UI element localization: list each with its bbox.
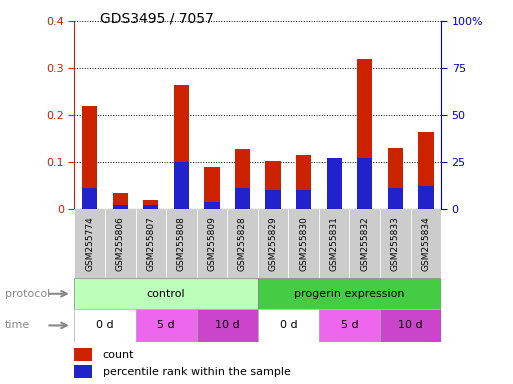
Bar	[418, 132, 433, 209]
Bar	[74, 209, 105, 278]
Bar	[319, 209, 349, 278]
Bar	[288, 209, 319, 278]
Bar	[74, 309, 135, 342]
Bar	[235, 149, 250, 209]
Text: protocol: protocol	[5, 289, 50, 299]
Text: control: control	[147, 289, 185, 299]
Text: 5 d: 5 d	[341, 320, 358, 331]
Bar	[388, 148, 403, 209]
Text: GSM255806: GSM255806	[116, 217, 125, 271]
Text: 10 d: 10 d	[398, 320, 423, 331]
Text: GSM255807: GSM255807	[146, 217, 155, 271]
Bar	[74, 278, 258, 309]
Bar	[174, 162, 189, 209]
Text: 5 d: 5 d	[157, 320, 175, 331]
Bar	[319, 309, 380, 342]
Bar	[265, 190, 281, 209]
Text: percentile rank within the sample: percentile rank within the sample	[103, 367, 290, 377]
Text: GDS3495 / 7057: GDS3495 / 7057	[100, 12, 214, 25]
Bar	[82, 188, 97, 209]
Bar	[258, 278, 441, 309]
Bar	[380, 309, 441, 342]
Bar	[410, 209, 441, 278]
Text: GSM255832: GSM255832	[360, 217, 369, 271]
Bar	[166, 209, 196, 278]
Bar	[112, 205, 128, 209]
Bar	[349, 209, 380, 278]
Bar	[258, 209, 288, 278]
Bar	[143, 200, 159, 209]
Bar	[357, 157, 372, 209]
Bar	[112, 193, 128, 209]
Bar	[204, 167, 220, 209]
Text: GSM255808: GSM255808	[177, 217, 186, 271]
Text: time: time	[5, 320, 30, 331]
Bar	[174, 84, 189, 209]
Text: 0 d: 0 d	[280, 320, 297, 331]
Text: GSM255828: GSM255828	[238, 217, 247, 271]
Bar	[258, 309, 319, 342]
Bar	[227, 209, 258, 278]
Text: GSM255831: GSM255831	[330, 217, 339, 271]
Bar	[388, 188, 403, 209]
Bar	[296, 190, 311, 209]
Bar	[196, 209, 227, 278]
Bar	[235, 188, 250, 209]
Bar	[327, 207, 342, 209]
Text: GSM255774: GSM255774	[85, 217, 94, 271]
Bar	[74, 365, 92, 379]
Bar	[327, 157, 342, 209]
Bar	[204, 202, 220, 209]
Text: GSM255830: GSM255830	[299, 217, 308, 271]
Bar	[418, 186, 433, 209]
Text: GSM255829: GSM255829	[269, 217, 278, 271]
Text: 10 d: 10 d	[215, 320, 240, 331]
Bar	[105, 209, 135, 278]
Bar	[143, 205, 159, 209]
Text: count: count	[103, 350, 134, 360]
Bar	[82, 106, 97, 209]
Bar	[74, 348, 92, 361]
Bar	[135, 309, 196, 342]
Text: progerin expression: progerin expression	[294, 289, 405, 299]
Bar	[380, 209, 410, 278]
Bar	[296, 155, 311, 209]
Text: 0 d: 0 d	[96, 320, 114, 331]
Bar	[265, 161, 281, 209]
Text: GSM255833: GSM255833	[391, 217, 400, 271]
Bar	[196, 309, 258, 342]
Text: GSM255809: GSM255809	[207, 217, 216, 271]
Text: GSM255834: GSM255834	[421, 217, 430, 271]
Bar	[135, 209, 166, 278]
Bar	[357, 59, 372, 209]
